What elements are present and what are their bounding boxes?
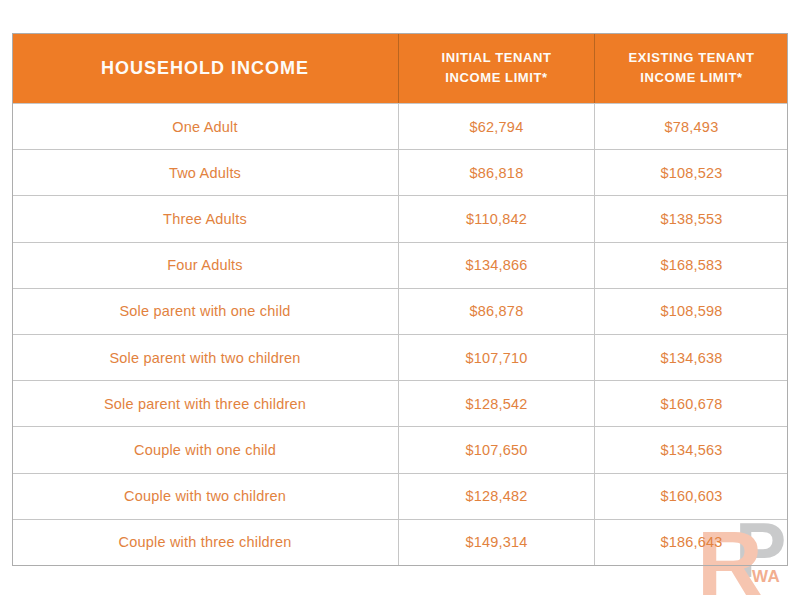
initial-limit-cell: $110,842 <box>398 196 594 241</box>
existing-limit-cell: $78,493 <box>594 104 788 149</box>
column-header-existing-tenant-limit: EXISTING TENANT INCOME LIMIT* <box>594 33 788 103</box>
column-header-line1: EXISTING TENANT <box>628 48 754 68</box>
existing-limit-cell: $108,598 <box>594 289 788 334</box>
initial-limit-cell: $86,818 <box>398 150 594 195</box>
initial-limit-cell: $149,314 <box>398 520 594 565</box>
column-header-label: HOUSEHOLD INCOME <box>101 58 309 79</box>
table-row: Two Adults $86,818 $108,523 <box>12 149 788 195</box>
table-row: Three Adults $110,842 $138,553 <box>12 195 788 241</box>
table-row: Four Adults $134,866 $168,583 <box>12 242 788 288</box>
existing-limit-cell: $138,553 <box>594 196 788 241</box>
logo-wa-suffix: WA <box>752 568 780 585</box>
existing-limit-cell: $108,523 <box>594 150 788 195</box>
table-header-row: HOUSEHOLD INCOME INITIAL TENANT INCOME L… <box>12 33 788 103</box>
table-row: Couple with two children $128,482 $160,6… <box>12 473 788 519</box>
initial-limit-cell: $107,650 <box>398 427 594 472</box>
column-header-household-income: HOUSEHOLD INCOME <box>12 33 398 103</box>
household-cell: Sole parent with three children <box>12 381 398 426</box>
table-row: Sole parent with three children $128,542… <box>12 380 788 426</box>
household-cell: One Adult <box>12 104 398 149</box>
income-limits-table: HOUSEHOLD INCOME INITIAL TENANT INCOME L… <box>12 33 788 566</box>
initial-limit-cell: $86,878 <box>398 289 594 334</box>
column-header-line2: INCOME LIMIT* <box>445 68 547 88</box>
initial-limit-cell: $128,542 <box>398 381 594 426</box>
household-cell: Couple with one child <box>12 427 398 472</box>
existing-limit-cell: $160,678 <box>594 381 788 426</box>
initial-limit-cell: $128,482 <box>398 474 594 519</box>
household-cell: Two Adults <box>12 150 398 195</box>
household-cell: Sole parent with one child <box>12 289 398 334</box>
household-cell: Three Adults <box>12 196 398 241</box>
existing-limit-cell: $160,603 <box>594 474 788 519</box>
column-header-line2: INCOME LIMIT* <box>640 68 742 88</box>
table-row: Couple with one child $107,650 $134,563 <box>12 426 788 472</box>
household-cell: Four Adults <box>12 243 398 288</box>
table-row: Couple with three children $149,314 $186… <box>12 519 788 565</box>
household-cell: Sole parent with two children <box>12 335 398 380</box>
table-row: One Adult $62,794 $78,493 <box>12 103 788 149</box>
table-row: Sole parent with one child $86,878 $108,… <box>12 288 788 334</box>
column-header-line1: INITIAL TENANT <box>442 48 552 68</box>
table-row: Sole parent with two children $107,710 $… <box>12 334 788 380</box>
household-cell: Couple with two children <box>12 474 398 519</box>
initial-limit-cell: $62,794 <box>398 104 594 149</box>
existing-limit-cell: $134,563 <box>594 427 788 472</box>
existing-limit-cell: $134,638 <box>594 335 788 380</box>
initial-limit-cell: $134,866 <box>398 243 594 288</box>
initial-limit-cell: $107,710 <box>398 335 594 380</box>
existing-limit-cell: $186,643 <box>594 520 788 565</box>
column-header-initial-tenant-limit: INITIAL TENANT INCOME LIMIT* <box>398 33 594 103</box>
existing-limit-cell: $168,583 <box>594 243 788 288</box>
household-cell: Couple with three children <box>12 520 398 565</box>
